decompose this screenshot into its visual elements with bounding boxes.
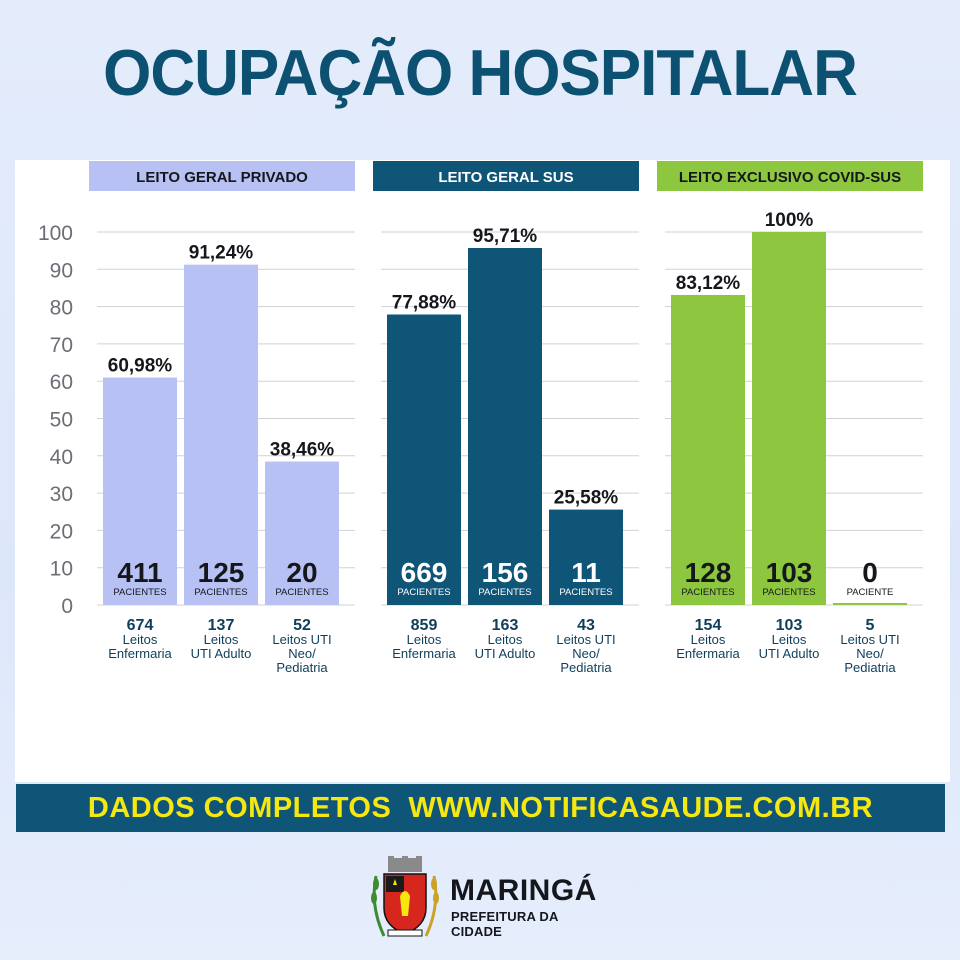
patients-label: PACIENTES — [397, 587, 450, 598]
bed-type-label: Neo/ — [856, 646, 884, 661]
bed-type-label: Pediatria — [560, 660, 612, 675]
bed-count: 43 — [577, 617, 595, 634]
bar-percent-label: 100% — [765, 210, 814, 231]
patients-label: PACIENTES — [681, 587, 734, 598]
bed-count: 52 — [293, 617, 311, 634]
bar-percent-label: 25,58% — [554, 488, 619, 509]
bed-type-label: Enfermaria — [108, 646, 172, 661]
group-header-label: LEITO GERAL SUS — [438, 169, 573, 186]
y-tick-label: 40 — [50, 446, 73, 469]
patients-count: 411 — [117, 557, 162, 588]
group-header-label: LEITO GERAL PRIVADO — [136, 169, 308, 186]
bed-count: 674 — [127, 617, 154, 634]
bar-percent-label: 38,46% — [270, 440, 335, 461]
bar-percent-label: 91,24% — [189, 243, 254, 264]
bed-type-label: Leitos — [772, 632, 807, 647]
patients-label: PACIENTES — [194, 587, 247, 598]
patients-label: PACIENTES — [478, 587, 531, 598]
bar-percent-label: 60,98% — [108, 356, 173, 377]
bed-count: 5 — [866, 617, 875, 634]
y-tick-label: 30 — [50, 483, 73, 506]
bar-percent-label: 77,88% — [392, 293, 457, 314]
bar — [265, 461, 339, 605]
group-header-label: LEITO EXCLUSIVO COVID-SUS — [679, 169, 901, 186]
patients-count: 20 — [286, 557, 317, 588]
bar — [184, 264, 258, 605]
bar — [752, 232, 826, 605]
patients-count: 103 — [766, 557, 813, 588]
bed-count: 137 — [208, 617, 235, 634]
bed-type-label: Enfermaria — [676, 646, 740, 661]
city-name: MARINGÁ — [450, 874, 597, 907]
bed-type-label: Leitos — [204, 632, 239, 647]
page-title: OCUPAÇÃO HOSPITALAR — [103, 37, 858, 110]
y-tick-label: 0 — [61, 595, 73, 618]
bed-type-label: Leitos UTI — [272, 632, 331, 647]
footer-banner: DADOS COMPLETOS WWW.NOTIFICASAUDE.COM.BR — [16, 784, 945, 832]
bed-type-label: Pediatria — [276, 660, 328, 675]
y-tick-label: 90 — [50, 259, 73, 282]
bed-type-label: UTI Adulto — [475, 646, 536, 661]
patients-label: PACIENTES — [559, 587, 612, 598]
bar — [468, 248, 542, 605]
bar — [549, 509, 623, 605]
y-tick-label: 60 — [50, 371, 73, 394]
bed-type-label: Leitos UTI — [556, 632, 615, 647]
bed-type-label: Leitos — [691, 632, 726, 647]
bed-count: 163 — [492, 617, 519, 634]
patients-count: 156 — [482, 557, 529, 588]
bed-count: 859 — [411, 617, 438, 634]
bed-type-label: Leitos — [123, 632, 158, 647]
city-logo: MARINGÁ PREFEITURA DA CIDADE — [368, 852, 608, 944]
footer-text: DADOS COMPLETOS WWW.NOTIFICASAUDE.COM.BR — [87, 791, 874, 824]
chart-panel: 0 10 20 30 40 50 60 70 80 90 100 LEITO GERAL PRIVAD… — [15, 160, 950, 782]
bar-percent-label: 83,12% — [676, 273, 741, 294]
patients-label: PACIENTES — [275, 587, 328, 598]
group-header — [89, 161, 355, 191]
patients-count: 128 — [685, 557, 732, 588]
group-header — [373, 161, 639, 191]
patients-count: 125 — [198, 557, 245, 588]
bar-percent-label: 95,71% — [473, 226, 538, 247]
bed-type-label: Neo/ — [288, 646, 316, 661]
bed-type-label: Enfermaria — [392, 646, 456, 661]
patients-count: 11 — [571, 557, 601, 588]
coat-of-arms-icon — [371, 856, 439, 937]
bed-count: 154 — [695, 617, 722, 634]
bed-type-label: Leitos — [488, 632, 523, 647]
patients-label: PACIENTES — [762, 587, 815, 598]
y-tick-label: 50 — [50, 409, 73, 432]
city-subtitle: PREFEITURA DA CIDADE — [451, 909, 559, 939]
y-tick-label: 100 — [38, 222, 73, 245]
group-header — [657, 161, 923, 191]
bed-type-label: Pediatria — [844, 660, 896, 675]
patients-count: 0 — [862, 557, 878, 588]
patients-count: 669 — [401, 557, 448, 588]
y-tick-label: 70 — [50, 334, 73, 357]
bar — [387, 314, 461, 605]
bed-type-label: UTI Adulto — [191, 646, 252, 661]
bed-type-label: Leitos UTI — [840, 632, 899, 647]
bar — [103, 377, 177, 605]
y-tick-label: 10 — [50, 558, 73, 581]
patients-label: PACIENTE — [847, 587, 894, 598]
bed-count: 103 — [776, 617, 803, 634]
bed-type-label: Leitos — [407, 632, 442, 647]
y-tick-label: 80 — [50, 297, 73, 320]
bar — [833, 603, 907, 605]
bed-type-label: Neo/ — [572, 646, 600, 661]
bed-type-label: UTI Adulto — [759, 646, 820, 661]
y-tick-label: 20 — [50, 520, 73, 543]
bar — [671, 294, 745, 605]
patients-label: PACIENTES — [113, 587, 166, 598]
